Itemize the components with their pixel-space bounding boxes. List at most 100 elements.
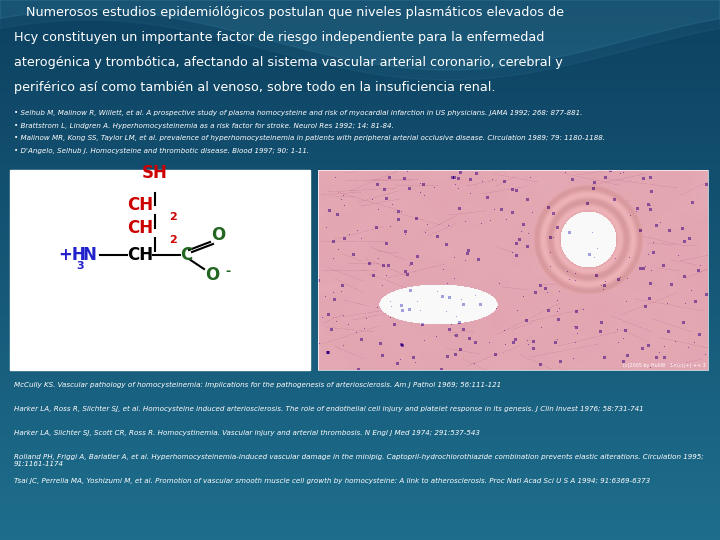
- Bar: [0, 193, 720, 194]
- Bar: [0, 170, 720, 171]
- Bar: [0, 492, 720, 493]
- Bar: [0, 402, 720, 403]
- Bar: [0, 535, 720, 536]
- Text: Rolland PH, Friggi A, Barlatier A, et al. Hyperhomocysteinemia-induced vascular : Rolland PH, Friggi A, Barlatier A, et al…: [14, 454, 703, 467]
- Bar: [0, 317, 720, 318]
- Bar: [0, 74, 720, 75]
- Bar: [0, 478, 720, 479]
- Bar: [0, 347, 720, 348]
- Bar: [0, 527, 720, 528]
- Bar: [0, 89, 720, 90]
- Bar: [0, 252, 720, 253]
- Bar: [0, 427, 720, 428]
- Bar: [0, 249, 720, 250]
- Bar: [0, 198, 720, 199]
- Bar: [0, 538, 720, 539]
- Bar: [0, 16, 720, 17]
- Bar: [0, 180, 720, 181]
- Bar: [0, 405, 720, 406]
- Bar: [0, 108, 720, 109]
- Bar: [0, 98, 720, 99]
- Bar: [0, 318, 720, 319]
- Bar: [0, 306, 720, 307]
- Bar: [0, 291, 720, 292]
- Bar: [0, 226, 720, 227]
- Bar: [0, 46, 720, 47]
- Bar: [0, 11, 720, 12]
- Bar: [0, 367, 720, 368]
- Bar: [0, 383, 720, 384]
- Bar: [0, 37, 720, 38]
- Bar: [0, 286, 720, 287]
- Bar: [0, 463, 720, 464]
- Bar: [0, 376, 720, 377]
- Bar: [0, 355, 720, 356]
- Bar: [0, 126, 720, 127]
- Bar: [0, 433, 720, 434]
- Bar: [0, 84, 720, 85]
- Bar: [0, 154, 720, 155]
- Bar: [0, 522, 720, 523]
- Bar: [0, 520, 720, 521]
- Bar: [0, 251, 720, 252]
- Bar: [0, 388, 720, 389]
- Text: CH: CH: [127, 196, 153, 214]
- Bar: [0, 62, 720, 63]
- Bar: [0, 201, 720, 202]
- Bar: [0, 398, 720, 399]
- Bar: [0, 533, 720, 534]
- Text: N: N: [82, 246, 96, 264]
- Bar: [0, 143, 720, 144]
- Bar: [0, 186, 720, 187]
- Bar: [0, 81, 720, 82]
- Bar: [0, 97, 720, 98]
- Bar: [0, 27, 720, 28]
- Bar: [0, 466, 720, 467]
- Bar: [0, 197, 720, 198]
- Bar: [0, 330, 720, 331]
- Bar: [0, 263, 720, 264]
- Bar: [0, 13, 720, 14]
- Bar: [0, 217, 720, 218]
- Bar: [0, 177, 720, 178]
- Bar: [0, 131, 720, 132]
- Bar: [0, 454, 720, 455]
- Bar: [0, 340, 720, 341]
- Bar: [0, 497, 720, 498]
- Bar: [0, 471, 720, 472]
- Bar: [0, 166, 720, 167]
- Bar: [0, 238, 720, 239]
- Bar: [0, 94, 720, 95]
- Bar: [0, 200, 720, 201]
- Bar: [0, 135, 720, 136]
- Bar: [0, 67, 720, 68]
- Bar: [0, 120, 720, 121]
- Bar: [0, 33, 720, 34]
- Bar: [0, 462, 720, 463]
- Bar: [0, 227, 720, 228]
- Bar: [0, 505, 720, 506]
- Bar: [0, 212, 720, 213]
- Bar: [0, 248, 720, 249]
- Bar: [0, 528, 720, 529]
- Text: SH: SH: [142, 164, 168, 182]
- Text: Hcy constituyen un importante factor de riesgo independiente para la enfermedad: Hcy constituyen un importante factor de …: [14, 31, 544, 44]
- Bar: [0, 507, 720, 508]
- Bar: [0, 247, 720, 248]
- Bar: [0, 199, 720, 200]
- Bar: [0, 80, 720, 81]
- Bar: [0, 416, 720, 417]
- Bar: [0, 446, 720, 447]
- Bar: [0, 289, 720, 290]
- Bar: [0, 155, 720, 156]
- Bar: [0, 60, 720, 61]
- Bar: [0, 171, 720, 172]
- Bar: [0, 362, 720, 363]
- Bar: [0, 418, 720, 419]
- Bar: [0, 39, 720, 40]
- Bar: [0, 348, 720, 349]
- Bar: [0, 534, 720, 535]
- Bar: [0, 137, 720, 138]
- Bar: [0, 319, 720, 320]
- Bar: [0, 419, 720, 420]
